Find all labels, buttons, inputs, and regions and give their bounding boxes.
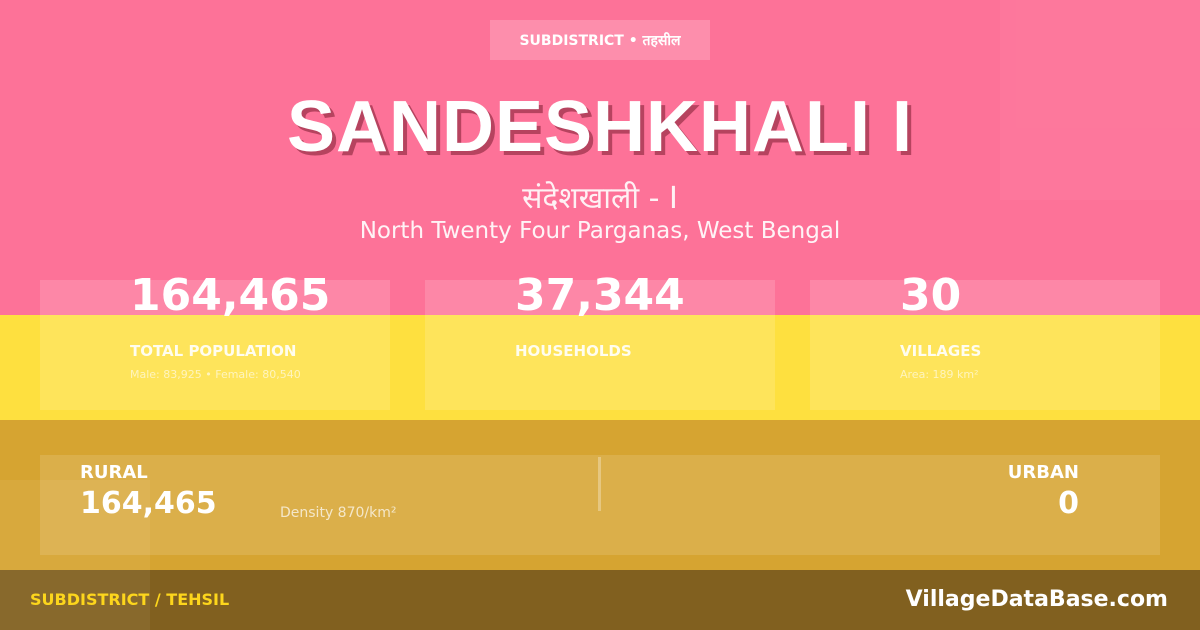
decorative-square [0, 480, 150, 630]
stat-value: 164,465 [130, 270, 331, 321]
urban-value: 0 [1058, 486, 1079, 521]
stat-sub: Area: 189 km² [900, 368, 979, 381]
stat-label: VILLAGES [900, 342, 982, 360]
location: North Twenty Four Parganas, West Bengal [359, 218, 841, 244]
page-title: SANDESHKHALI I [286, 87, 914, 167]
site-brand[interactable]: VillageDataBase.com [905, 587, 1168, 612]
rural-urban-panel [40, 455, 1160, 555]
stat-label: TOTAL POPULATION [130, 342, 297, 360]
stats-band [0, 315, 1200, 420]
rural-value: 164,465 [80, 486, 217, 521]
rural-label: RURAL [80, 462, 148, 483]
title-hindi: संदेशखाली - I [522, 181, 678, 216]
stat-value: 30 [900, 270, 962, 321]
footer-band [0, 570, 1200, 630]
stat-sub: Male: 83,925 • Female: 80,540 [130, 368, 301, 381]
stat-card-households [425, 280, 775, 410]
header-band [0, 0, 1200, 315]
footer-category: SUBDISTRICT / TEHSIL [30, 590, 230, 609]
urban-label: URBAN [1007, 462, 1079, 483]
density: Density 870/km² [280, 505, 397, 521]
split-band [0, 420, 1200, 570]
decorative-square [1000, 0, 1200, 200]
divider [598, 457, 601, 511]
stat-card-population [40, 280, 390, 410]
type-badge: SUBDISTRICT • तहसील [490, 20, 710, 60]
stat-label: HOUSEHOLDS [515, 342, 632, 360]
stat-value: 37,344 [515, 270, 685, 321]
stat-card-villages [810, 280, 1160, 410]
